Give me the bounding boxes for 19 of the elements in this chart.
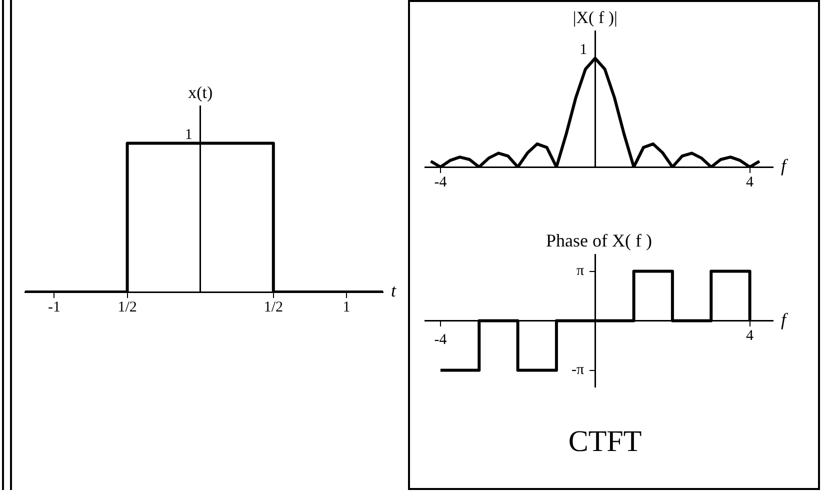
y-axis-title: x(t) [188, 82, 213, 102]
x-tick-label: 1/2 [264, 299, 283, 316]
annotation: 1 [580, 42, 588, 58]
x-axis-title: f [781, 156, 789, 176]
x-tick-label: 1 [342, 299, 350, 316]
y-axis-title: |X( f )| [572, 8, 618, 27]
x-axis-title: f [781, 310, 789, 330]
annotation: 1 [184, 127, 192, 144]
y-tick-label: -π [572, 362, 585, 378]
x-tick-label: 4 [746, 174, 754, 190]
y-tick-label: π [576, 263, 585, 280]
x-axis-title: t [391, 280, 397, 301]
x-tick-label: 1/2 [118, 299, 137, 316]
x-tick-label: -4 [434, 174, 448, 190]
text: CTFT [567, 425, 643, 459]
x-tick-label: -4 [434, 332, 448, 348]
chart-title: Phase of X( f ) [546, 230, 652, 251]
x-tick-label: 4 [746, 328, 754, 344]
x-tick-label: -1 [48, 299, 60, 316]
